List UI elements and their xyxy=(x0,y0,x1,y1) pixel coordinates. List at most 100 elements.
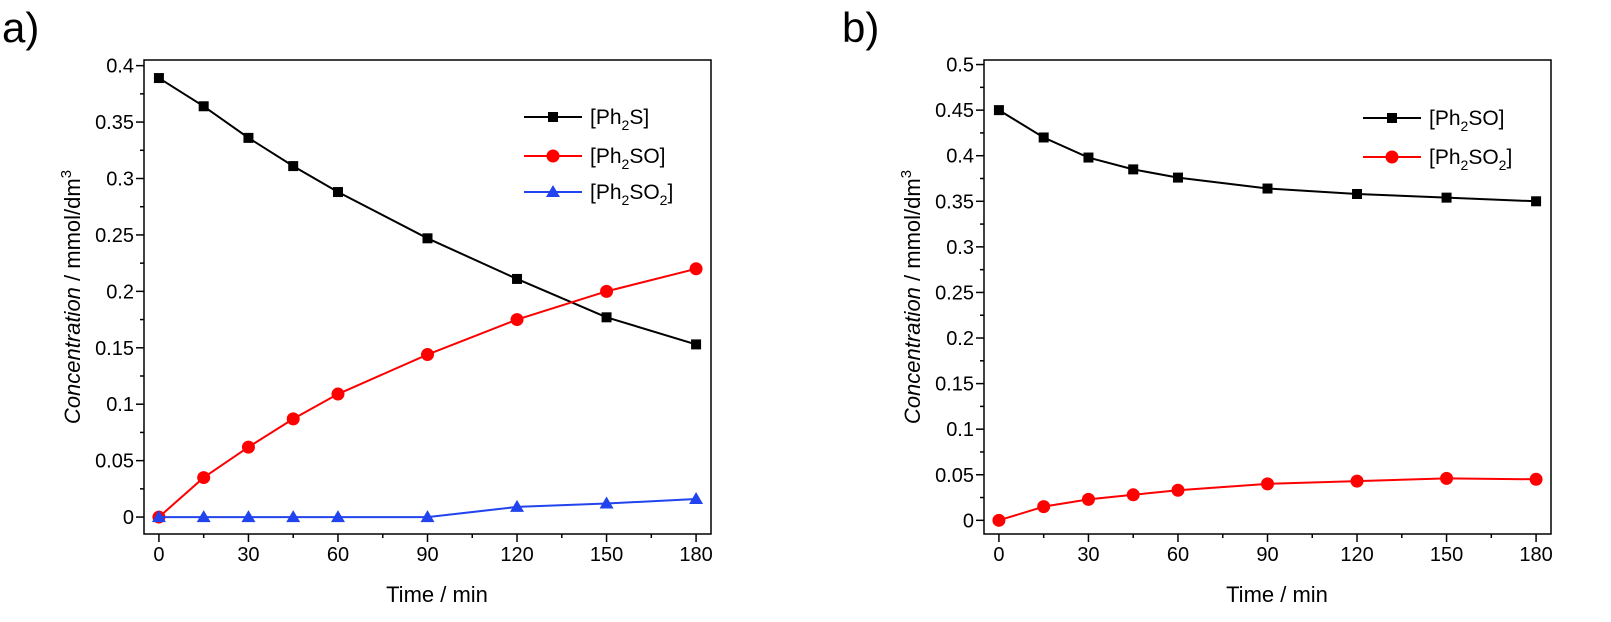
data-point-triangle xyxy=(241,510,256,523)
x-tick-label: 0 xyxy=(153,544,164,566)
legend-label: [Ph2SO2] xyxy=(1429,146,1512,173)
series-group-b xyxy=(992,105,1543,527)
x-tick-labels-b: 0 30 60 90 120 150 180 xyxy=(993,544,1552,566)
data-point-triangle xyxy=(510,499,525,512)
data-point-circle xyxy=(510,313,524,327)
x-axis-title-b: Time / min xyxy=(1226,582,1328,607)
legend-label: [Ph2SO2] xyxy=(590,181,673,208)
x-tick-label: 150 xyxy=(590,544,623,566)
legend-marker-circle xyxy=(1385,150,1399,164)
y-tick-label: 0.05 xyxy=(935,465,974,487)
data-point-circle xyxy=(1529,472,1543,486)
y-axis-title-rest: / mmol/dm xyxy=(60,178,85,287)
legend-item-ph2so2: [Ph2SO2] xyxy=(1363,146,1512,173)
y-axis-title-italic: Concentration xyxy=(60,287,85,424)
x-tick-label: 30 xyxy=(1077,544,1099,566)
legend-marker-square xyxy=(1387,113,1397,123)
series-line xyxy=(158,267,697,518)
x-tick-label: 90 xyxy=(1256,544,1278,566)
data-point-triangle xyxy=(196,510,211,523)
data-point-square xyxy=(1531,196,1542,207)
y-tick-label: 0.15 xyxy=(95,338,134,360)
data-point-circle xyxy=(421,348,434,362)
y-tick-label: 0.15 xyxy=(935,374,974,396)
data-point-square xyxy=(1262,183,1273,194)
y-axis-title-italic: Concentration xyxy=(900,287,925,424)
y-tick-label: 0.2 xyxy=(946,328,974,350)
data-point-square xyxy=(601,312,612,323)
y-tick-label: 0.2 xyxy=(106,281,134,303)
legend-b: [Ph2SO] [Ph2SO2] xyxy=(1363,107,1512,173)
data-point-square xyxy=(288,161,299,172)
data-point-circle xyxy=(286,412,300,426)
y-tick-label: 0.5 xyxy=(946,55,974,77)
x-tick-label: 30 xyxy=(237,544,259,566)
y-tick-label: 0.3 xyxy=(106,169,134,191)
y-axis-title-b: Concentration / mmol/dm3 xyxy=(898,170,925,424)
panel-b: b) 0 0.05 0.1 0.15 0.2 0.25 0.3 0.35 0.4… xyxy=(842,4,1553,607)
legend-item-ph2s: [Ph2S] xyxy=(524,106,649,133)
y-tick-labels-b: 0 0.05 0.1 0.15 0.2 0.25 0.3 0.35 0.4 0.… xyxy=(935,55,974,533)
data-point-triangle xyxy=(420,510,435,523)
x-tick-label: 120 xyxy=(500,544,533,566)
legend-marker-triangle xyxy=(546,185,560,197)
data-point-square xyxy=(1128,164,1139,175)
data-point-triangle xyxy=(151,510,166,523)
y-tick-label: 0.1 xyxy=(106,394,134,416)
y-axis-title-rest: / mmol/dm xyxy=(900,178,925,287)
data-point-square xyxy=(332,187,343,198)
y-tick-label: 0.4 xyxy=(106,56,134,78)
panel-a: a) 0 0.05 0.1 0.15 0.2 0.25 0.3 0.35 0.4… xyxy=(2,4,713,607)
y-tick-label: 0.25 xyxy=(935,282,974,304)
data-point-circle xyxy=(1126,488,1140,502)
y-tick-label: 0 xyxy=(963,510,974,532)
legend-item-ph2so: [Ph2SO] xyxy=(524,145,666,172)
x-tick-label: 120 xyxy=(1340,544,1373,566)
data-point-circle xyxy=(689,262,703,276)
data-point-triangle xyxy=(689,492,704,505)
data-point-circle xyxy=(1081,492,1095,506)
legend-label: [Ph2S] xyxy=(590,106,649,133)
data-point-square xyxy=(691,339,702,350)
y-tick-labels-a: 0 0.05 0.1 0.15 0.2 0.25 0.3 0.35 0.4 xyxy=(95,56,134,529)
legend-marker-circle xyxy=(546,149,560,163)
x-tick-label: 0 xyxy=(993,544,1004,566)
legend-label: [Ph2SO] xyxy=(1429,107,1505,134)
y-tick-label: 0.3 xyxy=(946,237,974,259)
x-tick-label: 180 xyxy=(679,544,712,566)
x-tick-label: 180 xyxy=(1519,544,1552,566)
y-tick-label: 0.4 xyxy=(946,146,974,168)
data-point-square xyxy=(198,101,209,112)
data-point-square xyxy=(422,233,433,244)
data-point-triangle xyxy=(599,496,614,509)
data-point-circle xyxy=(600,284,614,298)
data-point-square xyxy=(1441,192,1452,203)
data-point-square xyxy=(153,73,164,84)
data-point-triangle xyxy=(286,510,301,523)
y-axis-title-a: Concentration / mmol/dm3 xyxy=(58,170,85,424)
legend-a: [Ph2S] [Ph2SO] [Ph2SO2] xyxy=(524,106,673,208)
data-point-circle xyxy=(1037,500,1051,514)
x-tick-label: 90 xyxy=(416,544,438,566)
data-point-circle xyxy=(1350,474,1364,488)
legend-item-ph2so2: [Ph2SO2] xyxy=(524,181,673,208)
y-tick-label: 0.05 xyxy=(95,451,134,473)
data-point-circle xyxy=(331,387,345,401)
data-point-square xyxy=(243,132,254,143)
data-point-triangle xyxy=(330,510,345,523)
axis-ticks-a xyxy=(136,64,697,542)
data-point-circle xyxy=(197,471,211,485)
data-point-circle xyxy=(1440,471,1454,485)
y-tick-label: 0 xyxy=(123,507,134,529)
x-tick-label: 150 xyxy=(1430,544,1463,566)
y-tick-label: 0.1 xyxy=(946,419,974,441)
data-point-square xyxy=(1083,152,1094,163)
data-point-square xyxy=(993,105,1004,116)
legend-label: [Ph2SO] xyxy=(590,145,666,172)
data-point-square xyxy=(1038,132,1049,143)
y-tick-label: 0.45 xyxy=(935,100,974,122)
data-point-circle xyxy=(241,440,255,454)
legend-marker-square xyxy=(548,112,558,122)
data-point-square xyxy=(1352,188,1363,199)
legend-item-ph2so: [Ph2SO] xyxy=(1363,107,1505,134)
